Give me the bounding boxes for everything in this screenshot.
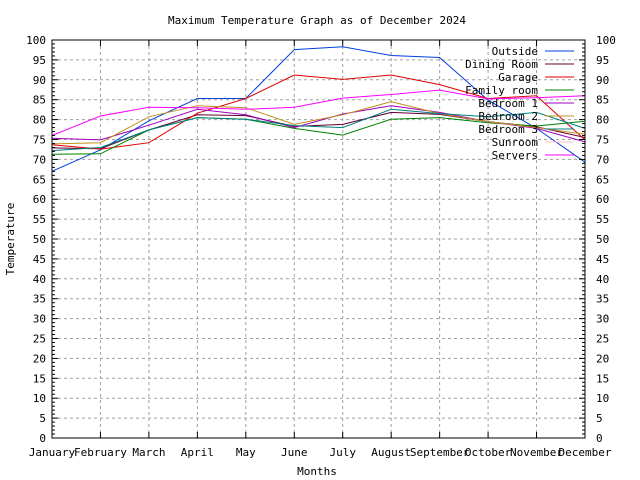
y-tick-label-right: 5 [596,412,603,425]
y-tick-label-left: 40 [33,273,46,286]
series-line-garage [51,74,586,150]
legend-label: Outside [492,45,538,58]
y-tick-label-right: 55 [596,213,609,226]
chart-title: Maximum Temperature Graph as of December… [168,14,466,27]
legend-label: Bedroom 3 [478,123,538,136]
y-tick-label-left: 55 [33,213,46,226]
y-tick-label-right: 90 [596,74,609,87]
y-tick-label-right: 95 [596,54,609,67]
x-tick-label: March [132,446,165,459]
x-tick-label: February [74,446,127,459]
y-tick-label-right: 65 [596,173,609,186]
legend-item: Outside [492,45,574,58]
x-tick-label: October [465,446,512,459]
y-tick-label-right: 50 [596,233,609,246]
y-tick-label-right: 85 [596,94,609,107]
y-tick-label-right: 25 [596,333,609,346]
y-tick-label-left: 20 [33,352,46,365]
x-tick-label: June [281,446,308,459]
x-axis-title: Months [297,465,337,478]
y-tick-label-left: 35 [33,293,46,306]
x-tick-label: August [371,446,411,459]
y-tick-label-right: 35 [596,293,609,306]
legend-item: Bedroom 2 [478,110,574,123]
series-line-bedroom-3 [51,108,586,152]
y-tick-label-right: 30 [596,313,609,326]
legend-label: Dining Room [465,58,538,71]
legend-label: Bedroom 2 [478,110,538,123]
y-tick-label-right: 60 [596,193,609,206]
y-tick-label-right: 80 [596,114,609,127]
legend-item: Family room [465,84,574,97]
y-axis-title: Temperature [4,203,17,276]
y-tick-label-left: 60 [33,193,46,206]
series-lines [51,46,586,172]
y-tick-label-left: 25 [33,333,46,346]
y-tick-label-left: 5 [39,412,46,425]
y-tick-label-left: 15 [33,372,46,385]
x-tick-label: May [236,446,256,459]
y-tick-label-left: 65 [33,173,46,186]
y-tick-label-right: 70 [596,153,609,166]
legend-item: Bedroom 3 [478,123,574,136]
legend-item: Dining Room [465,58,574,71]
legend-label: Garage [498,71,538,84]
y-tick-label-right: 100 [596,34,616,47]
y-axis-right-labels: 0 5 10 15 20 25 30 35 40 45 50 55 60 65 70 75 80 85 90 95 10… [596,34,616,445]
legend-item: Bedroom 1 [478,97,574,110]
y-tick-label-left: 100 [26,34,46,47]
y-tick-label-left: 10 [33,392,46,405]
y-tick-label-right: 15 [596,372,609,385]
y-axis-left-labels: 0 5 10 15 20 25 30 35 40 45 50 55 60 65 70 75 80 85 90 95 10… [26,34,46,445]
y-tick-label-left: 85 [33,94,46,107]
series-line-servers [51,89,586,136]
y-tick-label-left: 70 [33,153,46,166]
y-tick-label-right: 45 [596,253,609,266]
axis-ticks [51,39,586,439]
y-tick-label-left: 0 [39,432,46,445]
y-tick-label-right: 75 [596,134,609,147]
y-tick-label-left: 80 [33,114,46,127]
legend-label: Sunroom [492,136,539,149]
series-line-outside [51,46,586,172]
x-tick-label: April [181,446,214,459]
y-tick-label-left: 90 [33,74,46,87]
x-tick-label: July [329,446,356,459]
y-tick-label-right: 20 [596,352,609,365]
legend-item: Garage [498,71,574,84]
x-tick-label: November [510,446,563,459]
y-tick-label-right: 40 [596,273,609,286]
legend-item: Servers [492,149,574,162]
legend-label: Bedroom 1 [478,97,538,110]
series-line-bedroom-2 [51,101,586,145]
series-line-family-room [51,117,586,155]
y-tick-label-left: 50 [33,233,46,246]
y-tick-label-left: 75 [33,134,46,147]
y-tick-label-right: 0 [596,432,603,445]
legend-label: Servers [492,149,538,162]
legend-item: Sunroom [492,136,574,149]
x-tick-label: September [410,446,470,459]
y-tick-label-left: 30 [33,313,46,326]
legend-label: Family room [465,84,538,97]
x-tick-label: January [29,446,76,459]
y-tick-label-right: 10 [596,392,609,405]
y-tick-label-left: 95 [33,54,46,67]
y-tick-label-left: 45 [33,253,46,266]
x-tick-label: December [559,446,612,459]
